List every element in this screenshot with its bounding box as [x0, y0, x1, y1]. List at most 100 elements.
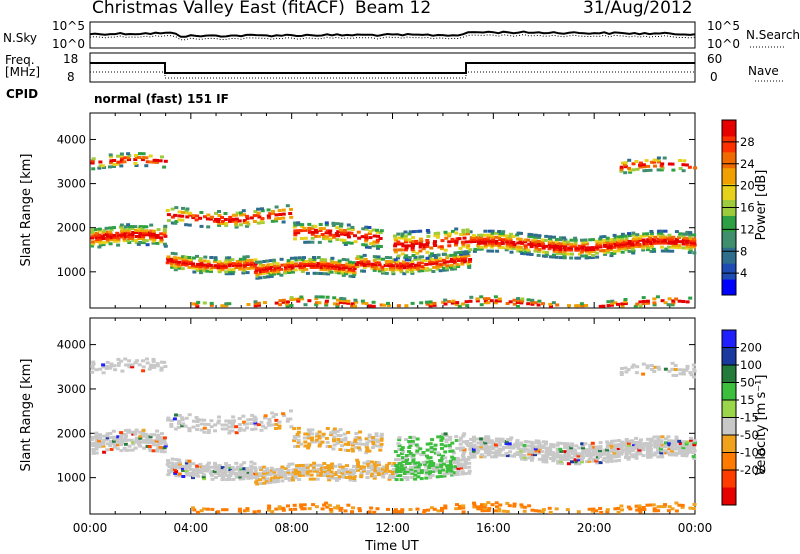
velocity-cell	[598, 441, 603, 445]
power-cell	[635, 167, 640, 171]
power-cell	[313, 224, 318, 228]
power-cell	[450, 301, 455, 305]
power-cell	[684, 242, 689, 246]
velocity-cell	[270, 470, 274, 474]
velocity-cell	[120, 439, 124, 443]
velocity-cell	[312, 461, 317, 465]
power-cell	[287, 266, 292, 270]
velocity-cell	[158, 437, 163, 441]
velocity-cell	[413, 473, 418, 477]
power-cell	[461, 302, 465, 306]
power-cell	[155, 160, 159, 164]
velocity-cell	[364, 451, 369, 455]
velocity-cell	[566, 454, 571, 458]
velocity-cell	[443, 450, 448, 454]
power-cell	[432, 301, 437, 305]
velocity-cell	[332, 435, 337, 439]
velocity-cell	[552, 457, 557, 461]
power-cell	[223, 212, 228, 215]
velocity-cell	[656, 451, 661, 455]
power-cell	[509, 242, 514, 246]
velocity-cell	[498, 437, 503, 441]
power-cell	[587, 246, 591, 250]
velocity-cell	[674, 509, 679, 513]
power-cell	[290, 260, 295, 264]
power-cell	[261, 271, 266, 275]
velocity-cell	[269, 466, 274, 470]
power-cell	[252, 264, 257, 268]
power-cell	[594, 251, 599, 255]
velocity-cell	[255, 478, 260, 482]
power-cell	[584, 254, 589, 258]
power-cell	[692, 239, 697, 243]
velocity-cell	[445, 460, 450, 464]
velocity-cell	[167, 469, 171, 473]
velocity-cell	[224, 427, 229, 431]
velocity-cell	[269, 478, 274, 482]
power-cell	[626, 242, 631, 245]
power-cell	[649, 243, 654, 247]
velocity-cell	[375, 438, 379, 442]
velocity-cell	[494, 509, 498, 513]
power-cell	[523, 250, 528, 254]
power-cell	[217, 223, 222, 227]
velocity-cell	[293, 507, 298, 511]
velocity-cell	[170, 457, 175, 461]
power-cell	[663, 301, 668, 305]
power-cell	[386, 301, 390, 305]
power-cell	[320, 295, 325, 299]
power-cell	[302, 262, 307, 265]
power-cell	[293, 237, 297, 241]
velocity-cell	[410, 441, 415, 445]
power-cell	[394, 262, 399, 266]
velocity-cell	[257, 472, 262, 476]
power-cell	[419, 239, 424, 243]
velocity-cell	[664, 441, 668, 445]
power-cell	[224, 272, 229, 276]
velocity-cell	[475, 505, 480, 509]
power-cell	[318, 229, 323, 232]
velocity-cell	[94, 451, 99, 455]
velocity-cell	[387, 461, 392, 465]
velocity-cell	[667, 505, 672, 509]
velocity-cell	[256, 423, 261, 427]
velocity-cell	[133, 446, 138, 450]
velocity-cell	[281, 412, 286, 416]
velocity-cell	[249, 422, 254, 425]
power-cell	[258, 268, 263, 272]
power-cell	[554, 239, 559, 243]
velocity-cell	[424, 472, 429, 476]
velocity-cell	[649, 443, 654, 447]
power-cell	[332, 296, 337, 300]
power-cell	[116, 239, 121, 243]
power-cell	[406, 268, 411, 272]
power-cell	[595, 241, 600, 245]
velocity-cell	[385, 463, 390, 467]
power-cell	[444, 236, 449, 240]
velocity-cell	[480, 507, 485, 511]
velocity-cell	[119, 431, 124, 435]
velocity-cell	[404, 456, 409, 459]
velocity-cell	[156, 433, 161, 437]
velocity-cell	[581, 450, 585, 454]
power-cell	[133, 239, 138, 242]
velocity-cell	[253, 417, 258, 421]
power-cell	[400, 252, 405, 256]
velocity-cell	[305, 471, 310, 475]
velocity-cell	[199, 509, 204, 513]
velocity-cell	[376, 467, 381, 471]
power-cell	[109, 155, 113, 159]
power-cell	[158, 240, 163, 244]
power-cell	[391, 260, 396, 264]
power-cell	[166, 257, 171, 261]
power-cell	[311, 263, 316, 267]
velocity-cell	[450, 455, 455, 459]
power-cell	[352, 267, 357, 271]
power-cell	[376, 261, 381, 265]
velocity-cell	[277, 420, 282, 424]
velocity-cell	[373, 470, 378, 474]
velocity-cell	[473, 445, 478, 449]
velocity-cell	[422, 511, 427, 514]
power-cell	[428, 258, 433, 262]
